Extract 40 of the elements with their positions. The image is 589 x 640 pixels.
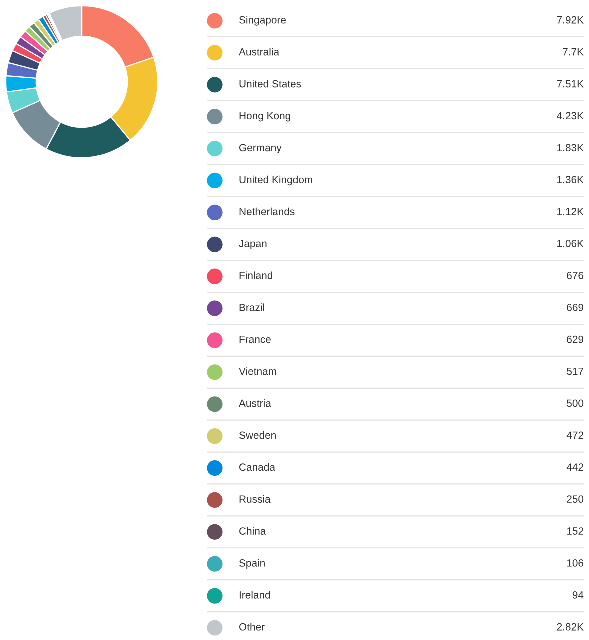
legend-label: Singapore	[239, 16, 286, 26]
legend-label: Russia	[240, 495, 271, 504]
data-label: 250	[567, 496, 584, 504]
data-label: 1.36K	[558, 176, 584, 184]
legend-label: Spain	[239, 559, 265, 569]
legend-label: Australia	[239, 48, 280, 56]
data-label: 2.82K	[557, 623, 584, 631]
legend-label: China	[240, 527, 266, 535]
data-label: 4.23K	[557, 112, 584, 120]
legend-label: Hong Kong	[240, 112, 290, 122]
data-label: 1.12K	[558, 208, 584, 216]
data-label: 1.83K	[558, 144, 584, 152]
legend-label: Netherlands	[240, 208, 295, 216]
data-label: 629	[567, 336, 584, 344]
legend-label: Ireland	[240, 591, 270, 599]
data-label: 500	[567, 400, 584, 408]
legend-label: Japan	[239, 240, 267, 250]
legend-label: Germany	[240, 144, 282, 154]
legend-label: France	[240, 336, 271, 344]
data-label: 472	[566, 432, 584, 440]
data-label: 676	[567, 272, 584, 280]
legend-label: Sweden	[239, 431, 276, 440]
data-label: 7.51K	[557, 80, 584, 88]
data-label: 106	[567, 560, 584, 567]
data-label: 669	[567, 304, 584, 312]
data-label: 152	[567, 528, 584, 535]
legend-label: Vietnam	[239, 368, 276, 376]
legend-label: Finland	[240, 272, 272, 280]
data-label: 517	[567, 368, 584, 376]
data-label: 94	[572, 591, 584, 599]
legend-label: United Kingdom	[240, 176, 312, 186]
data-label: 442	[566, 464, 584, 471]
legend-label: Canada	[240, 463, 276, 472]
legend-label: Brazil	[240, 304, 264, 312]
data-label: 1.06K	[558, 240, 584, 248]
legend-label: United States	[240, 80, 302, 88]
data-label: 7.92K	[557, 16, 584, 24]
data-label: 7.7K	[563, 48, 584, 56]
legend-label: Other	[239, 623, 265, 631]
legend-label: Austria	[239, 400, 272, 408]
